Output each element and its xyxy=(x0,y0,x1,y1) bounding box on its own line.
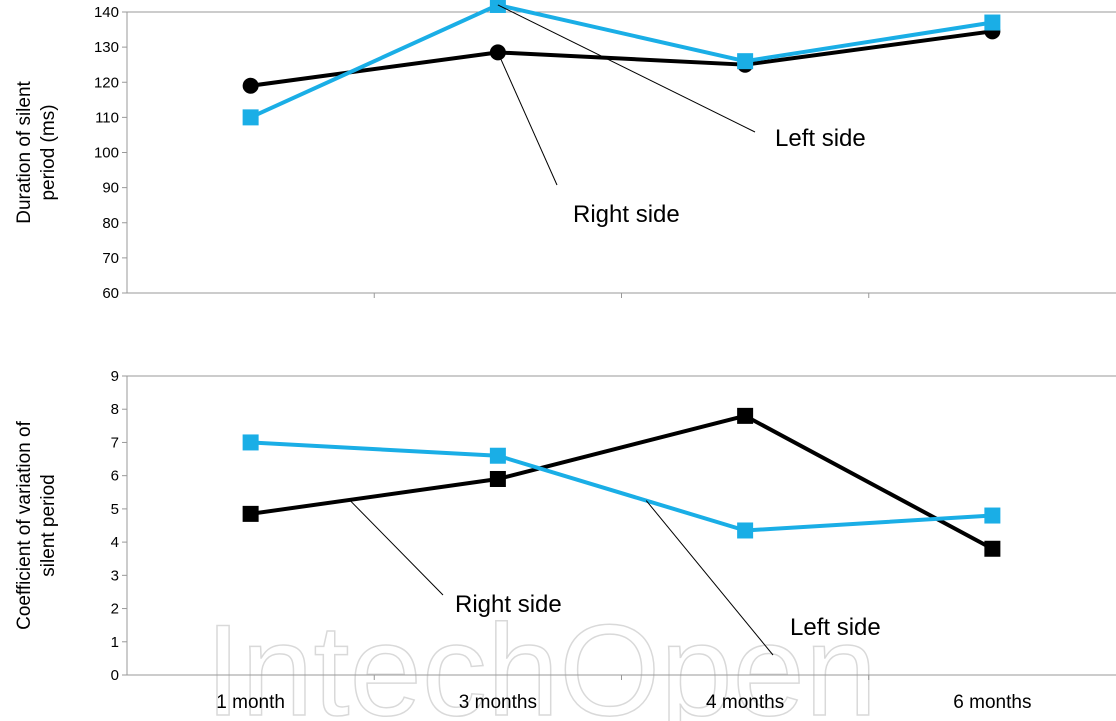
y-tick-label: 8 xyxy=(111,401,119,418)
data-point-square xyxy=(242,434,259,451)
data-point-square xyxy=(737,53,754,70)
data-point-square xyxy=(489,470,506,487)
y-tick-label: 2 xyxy=(111,601,119,618)
y-tick-label: 9 xyxy=(111,368,119,385)
y-axis-label: period (ms) xyxy=(38,104,59,200)
y-tick-label: 70 xyxy=(102,250,119,267)
y-tick-label: 120 xyxy=(94,74,119,91)
annotation-leader-line xyxy=(497,52,558,186)
y-tick-label: 140 xyxy=(94,4,119,21)
y-axis-label: Duration of silent xyxy=(14,80,35,223)
data-point-square xyxy=(737,407,754,424)
data-point-square xyxy=(984,14,1001,31)
y-tick-label: 130 xyxy=(94,39,119,56)
x-tick-label: 6 months xyxy=(953,692,1031,713)
y-axis-label: silent period xyxy=(38,474,59,576)
y-tick-label: 90 xyxy=(102,180,119,197)
annotation-label: Left side xyxy=(775,125,866,152)
series-line-0 xyxy=(250,29,993,88)
series-line-1 xyxy=(249,2,993,120)
y-axis-label: Coefficient of variation of xyxy=(14,420,35,629)
data-point-square xyxy=(242,505,259,522)
series-line-0 xyxy=(250,413,994,551)
data-point-circle xyxy=(242,77,259,94)
data-point-square xyxy=(489,0,506,13)
y-tick-label: 6 xyxy=(111,468,119,485)
y-tick-label: 4 xyxy=(111,534,119,551)
watermark-text: IntechOpen xyxy=(205,597,877,721)
y-tick-label: 3 xyxy=(111,567,119,584)
duration-chart: 60 70 80 90 100 110 120 130 140 Duration of silen… xyxy=(14,0,1116,302)
x-tick-label: 3 months xyxy=(459,692,537,713)
data-point-square xyxy=(737,522,754,539)
annotation-leader-line xyxy=(349,499,444,596)
y-tick-label: 5 xyxy=(111,501,119,518)
y-tick-label: 7 xyxy=(111,434,119,451)
series-line-1 xyxy=(250,440,993,533)
annotation-leader-line xyxy=(497,4,756,133)
x-tick-label: 1 month xyxy=(216,692,285,713)
x-tick-label: 4 months xyxy=(706,692,784,713)
y-tick-label: 110 xyxy=(95,109,119,126)
annotation-label: Right side xyxy=(573,201,680,228)
coefficient-chart: 0 1 2 3 4 5 6 7 8 9 1 month 3 months 4 months 6 month… xyxy=(14,368,1116,713)
data-point-square xyxy=(242,109,259,126)
y-tick-label: 100 xyxy=(94,145,119,162)
annotation-leader-line xyxy=(645,500,774,656)
data-point-square xyxy=(984,507,1001,524)
annotation-label: Right side xyxy=(455,591,562,618)
y-tick-label: 1 xyxy=(111,634,119,651)
data-point-square xyxy=(489,447,506,464)
annotation-label: Left side xyxy=(790,614,881,641)
data-point-square xyxy=(984,540,1001,557)
y-tick-label: 0 xyxy=(111,667,119,684)
y-tick-label: 60 xyxy=(102,285,119,302)
y-tick-label: 80 xyxy=(102,215,119,232)
